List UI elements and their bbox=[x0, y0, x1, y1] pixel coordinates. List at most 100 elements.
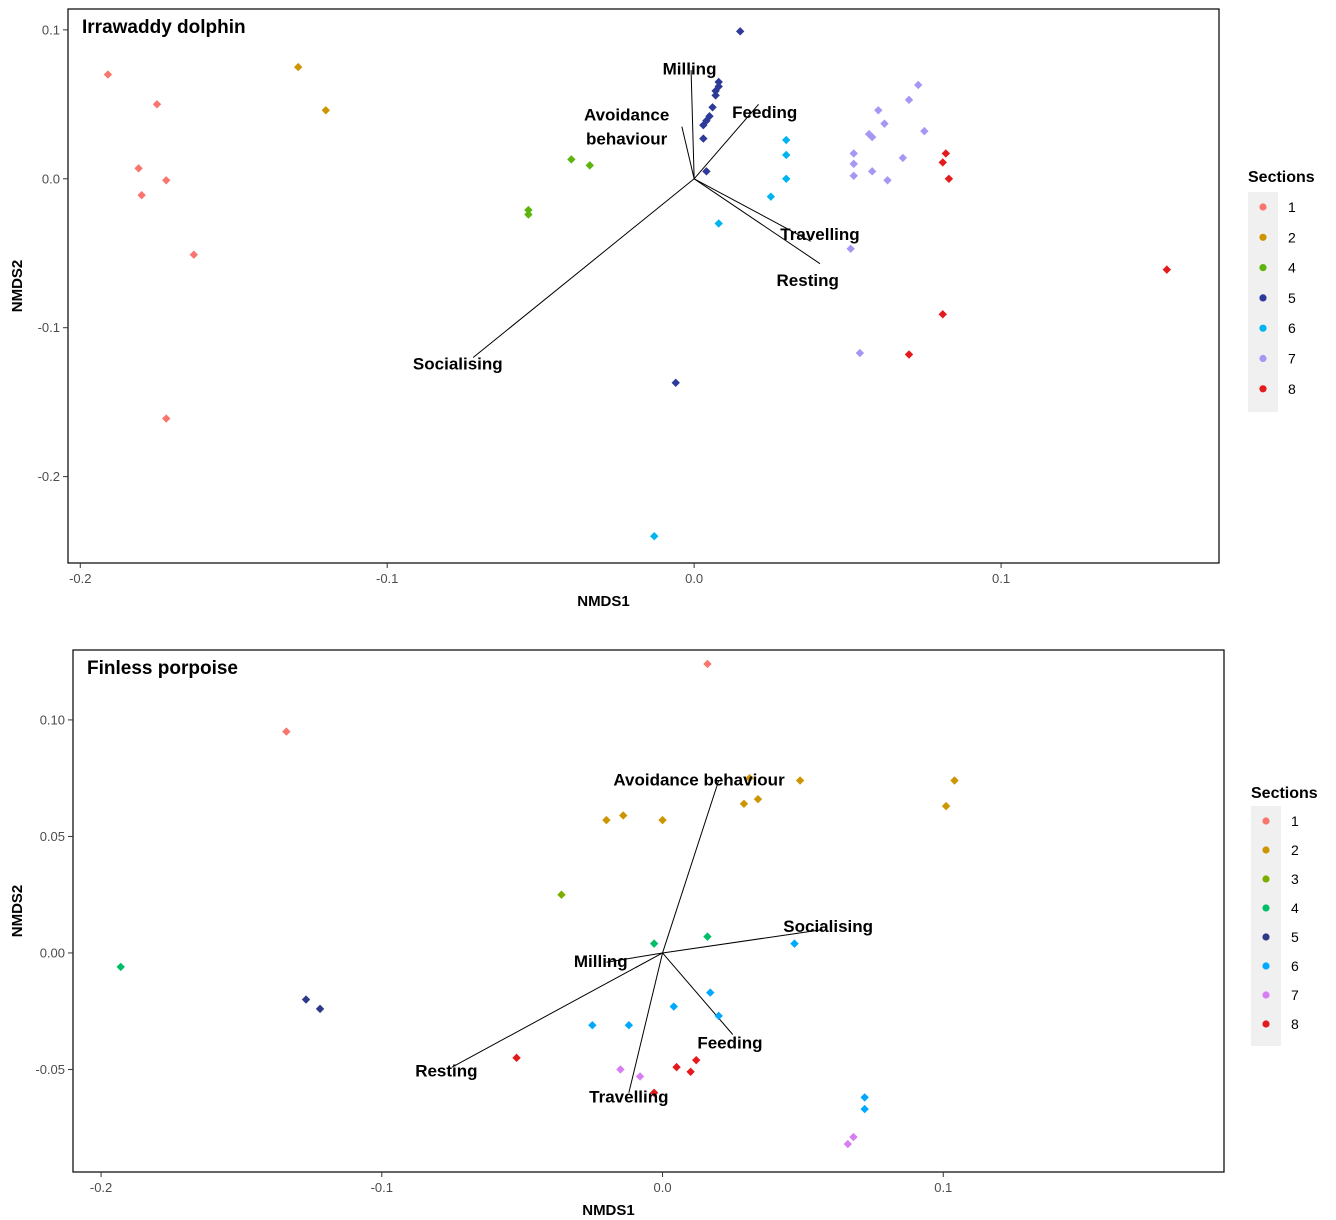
vector-feeding bbox=[693, 103, 759, 180]
y-tick-label: -0.2 bbox=[38, 469, 60, 484]
point-section-4 bbox=[703, 932, 712, 941]
point-section-2 bbox=[294, 62, 303, 72]
y-tick-label: 0.05 bbox=[40, 829, 65, 844]
point-section-1 bbox=[137, 190, 146, 200]
point-section-4 bbox=[649, 939, 659, 948]
point-section-7 bbox=[898, 153, 908, 163]
point-section-5 bbox=[735, 27, 745, 36]
legend-key-section-4 bbox=[1259, 264, 1267, 272]
point-section-7 bbox=[846, 244, 855, 253]
legend-key-section-4 bbox=[1262, 904, 1270, 912]
point-section-6 bbox=[706, 988, 715, 997]
point-section-7 bbox=[849, 1132, 858, 1142]
vector-label-avoidance: Avoidance bbox=[584, 106, 669, 125]
point-section-8 bbox=[904, 350, 914, 359]
x-tick-label: 0.1 bbox=[934, 1180, 952, 1195]
vector-label-avoidance-behaviour: Avoidance behaviour bbox=[613, 770, 785, 789]
legend-key-background bbox=[1248, 192, 1278, 413]
legend-key-section-8 bbox=[1262, 1020, 1270, 1028]
point-section-2 bbox=[602, 815, 611, 825]
point-section-5 bbox=[702, 167, 711, 176]
legend-label-section-1: 1 bbox=[1291, 813, 1299, 829]
x-tick-label: -0.2 bbox=[69, 571, 91, 586]
vector-resting bbox=[451, 952, 663, 1068]
panel-title: Finless porpoise bbox=[87, 658, 238, 679]
point-section-6 bbox=[766, 192, 776, 201]
point-section-6 bbox=[782, 174, 791, 183]
point-section-7 bbox=[849, 149, 858, 158]
legend-finless: Sections 1 2 3 4 5 6 7 8 bbox=[1251, 785, 1318, 1046]
vector-label-socialising: Socialising bbox=[413, 354, 503, 373]
vector-label-milling: Milling bbox=[574, 952, 628, 971]
point-section-7 bbox=[920, 126, 929, 136]
point-section-2 bbox=[619, 811, 628, 820]
point-section-6 bbox=[669, 1002, 678, 1011]
point-section-5 bbox=[711, 91, 720, 100]
point-section-6 bbox=[860, 1093, 869, 1102]
vector-socialising bbox=[472, 178, 695, 358]
point-section-8 bbox=[649, 1088, 659, 1097]
vector-label-resting: Resting bbox=[777, 271, 839, 290]
legend-label-section-8: 8 bbox=[1288, 381, 1296, 397]
legend-label-section-3: 3 bbox=[1291, 871, 1299, 887]
point-section-6 bbox=[714, 219, 723, 228]
vector-label-resting: Resting bbox=[415, 1062, 477, 1081]
point-section-5 bbox=[714, 77, 723, 87]
legend-key-section-8 bbox=[1259, 385, 1267, 393]
point-section-2 bbox=[795, 776, 805, 785]
vector-milling bbox=[690, 70, 695, 179]
point-section-4 bbox=[585, 161, 594, 170]
y-axis-title: NMDS2 bbox=[9, 885, 26, 938]
point-section-2 bbox=[658, 815, 667, 825]
point-section-7 bbox=[635, 1072, 645, 1081]
vector-milling bbox=[606, 952, 663, 963]
point-section-7 bbox=[616, 1065, 625, 1074]
x-tick-label: 0.1 bbox=[992, 571, 1010, 586]
point-section-7 bbox=[883, 176, 892, 185]
point-section-7 bbox=[880, 119, 889, 128]
vector-label-feeding: Feeding bbox=[732, 103, 797, 122]
point-section-5 bbox=[315, 1004, 325, 1014]
point-section-1 bbox=[134, 164, 143, 173]
legend-label-section-2: 2 bbox=[1291, 842, 1299, 858]
y-axis-title: NMDS2 bbox=[9, 260, 26, 313]
x-tick-label: -0.1 bbox=[371, 1180, 393, 1195]
x-tick-label: 0.0 bbox=[653, 1180, 671, 1195]
point-section-6 bbox=[624, 1020, 634, 1030]
vector-label-feeding: Feeding bbox=[697, 1034, 762, 1053]
vector-travelling bbox=[693, 178, 812, 242]
y-tick-label: 0.1 bbox=[42, 22, 60, 37]
vector-resting bbox=[693, 178, 821, 265]
point-section-6 bbox=[860, 1104, 869, 1114]
point-section-5 bbox=[699, 120, 708, 130]
panel-title: Irrawaddy dolphin bbox=[82, 17, 246, 38]
point-section-5 bbox=[705, 112, 714, 121]
legend-key-section-5 bbox=[1262, 933, 1270, 941]
point-section-7 bbox=[914, 80, 923, 90]
point-section-8 bbox=[692, 1055, 701, 1065]
point-section-7 bbox=[843, 1139, 853, 1149]
point-section-7 bbox=[867, 132, 877, 142]
legend-key-section-7 bbox=[1259, 354, 1267, 363]
point-section-5 bbox=[671, 378, 680, 388]
point-section-5 bbox=[714, 82, 723, 91]
legend-key-section-1 bbox=[1262, 817, 1270, 825]
irrawaddy-dolphin-panel: -0.2 -0.1 0.0 0.1 0.1 0.0 -0.1 -0.2 NMDS1 NMDS2 Ir… bbox=[9, 8, 1220, 610]
vector-label-travelling: Travelling bbox=[589, 1087, 668, 1106]
legend-label-section-5: 5 bbox=[1291, 929, 1299, 945]
vector-label-travelling: Travelling bbox=[780, 225, 859, 244]
y-tick-label: 0.10 bbox=[40, 712, 65, 727]
legend-label-section-2: 2 bbox=[1288, 229, 1296, 245]
point-section-6 bbox=[714, 1011, 723, 1021]
y-tick-label: -0.1 bbox=[38, 320, 60, 335]
y-tick-label: -0.05 bbox=[35, 1062, 65, 1077]
point-section-7 bbox=[849, 159, 858, 169]
legend-label-section-7: 7 bbox=[1291, 987, 1299, 1003]
x-tick-label: -0.1 bbox=[376, 571, 398, 586]
vector-label-socialising: Socialising bbox=[783, 917, 873, 936]
vector-label-behaviour: behaviour bbox=[586, 130, 668, 149]
point-section-2 bbox=[753, 794, 763, 804]
point-section-7 bbox=[849, 171, 858, 180]
legend-label-section-8: 8 bbox=[1291, 1016, 1299, 1032]
